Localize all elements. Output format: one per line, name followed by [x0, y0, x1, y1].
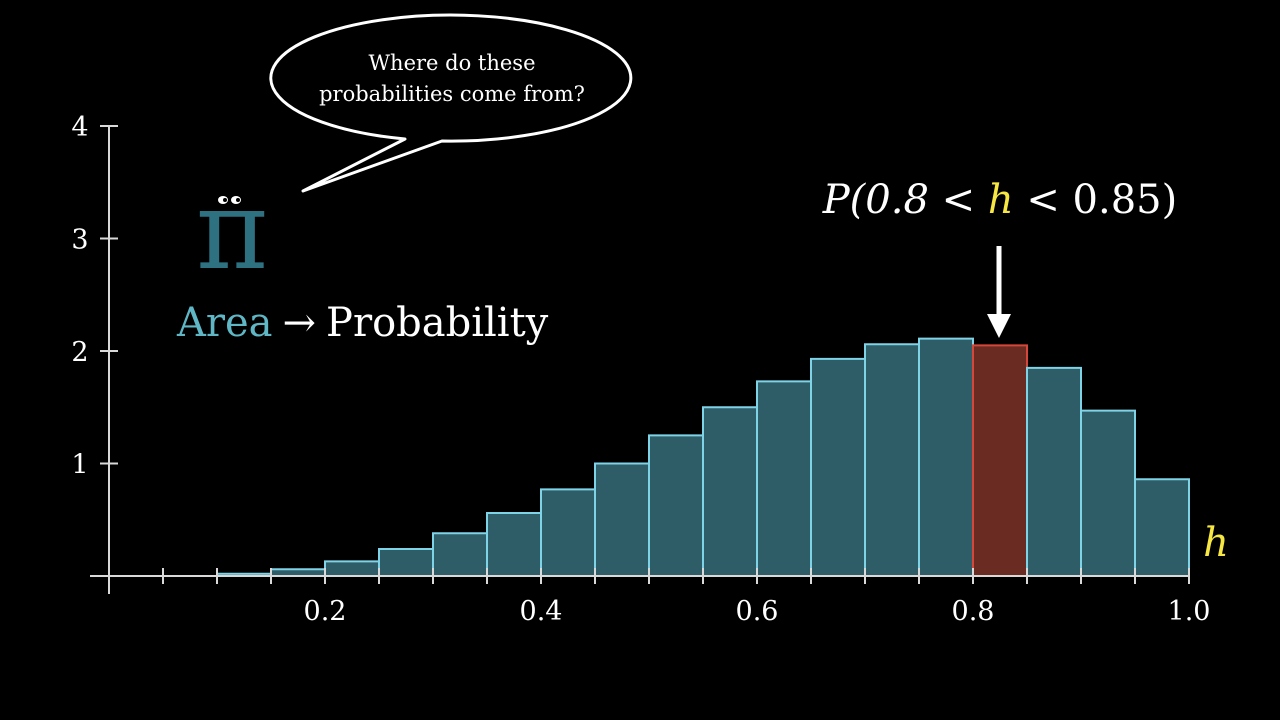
probability-word: Probability [326, 300, 549, 346]
x-tick-label: 0.6 [736, 596, 779, 627]
axes: 0.2 0.4 0.6 0.8 1.0 1 2 3 4 [71, 112, 1210, 627]
histogram-bars [216, 337, 1190, 577]
histogram-bar [702, 406, 758, 577]
prob-prefix: P(0.8 < [822, 177, 988, 223]
y-tick-label: 3 [71, 225, 88, 256]
histogram-bar [594, 462, 650, 577]
pi-creature-icon: π [196, 166, 268, 294]
speech-bubble-line-1: Where do these [368, 51, 535, 75]
probability-expression: P(0.8 < h < 0.85) [822, 177, 1177, 223]
speech-bubble: Where do these probabilities come from? [269, 13, 633, 193]
area-word: Area [176, 300, 273, 346]
prob-suffix: < 0.85) [1014, 177, 1178, 223]
area-probability-label: Area → Probability [176, 300, 549, 346]
speech-bubble-outline [269, 13, 633, 193]
right-arrow-icon: → [283, 300, 317, 346]
histogram-bar [270, 568, 326, 577]
down-arrow-icon [987, 246, 1011, 338]
histogram-bar [324, 560, 380, 577]
y-tick-label: 4 [71, 112, 88, 143]
x-tick-label: 0.2 [304, 596, 347, 627]
prob-variable: h [988, 177, 1014, 223]
histogram-bar [1134, 478, 1190, 577]
histogram-bar [1080, 409, 1136, 577]
histogram-bar [1026, 366, 1082, 577]
histogram-bar [378, 548, 434, 577]
y-tick-label: 1 [71, 450, 88, 481]
x-tick-label: 0.4 [520, 596, 563, 627]
pi-creature-body: π [196, 166, 268, 294]
x-tick-label: 1.0 [1168, 596, 1211, 627]
y-tick-label: 2 [71, 337, 88, 368]
histogram-bar [756, 380, 812, 577]
histogram-bar [810, 357, 866, 577]
histogram-bar-highlighted [972, 344, 1028, 577]
pi-creature-eyes-icon [218, 196, 241, 204]
histogram-bar [486, 512, 542, 577]
x-tick-label: 0.8 [952, 596, 995, 627]
histogram-bar [540, 488, 596, 577]
speech-bubble-line-2: probabilities come from? [319, 82, 585, 106]
histogram-bar [864, 343, 920, 577]
histogram-bar [918, 337, 974, 577]
x-axis-label: h [1203, 520, 1229, 566]
histogram-bar [432, 532, 488, 577]
histogram-bar [648, 434, 704, 577]
